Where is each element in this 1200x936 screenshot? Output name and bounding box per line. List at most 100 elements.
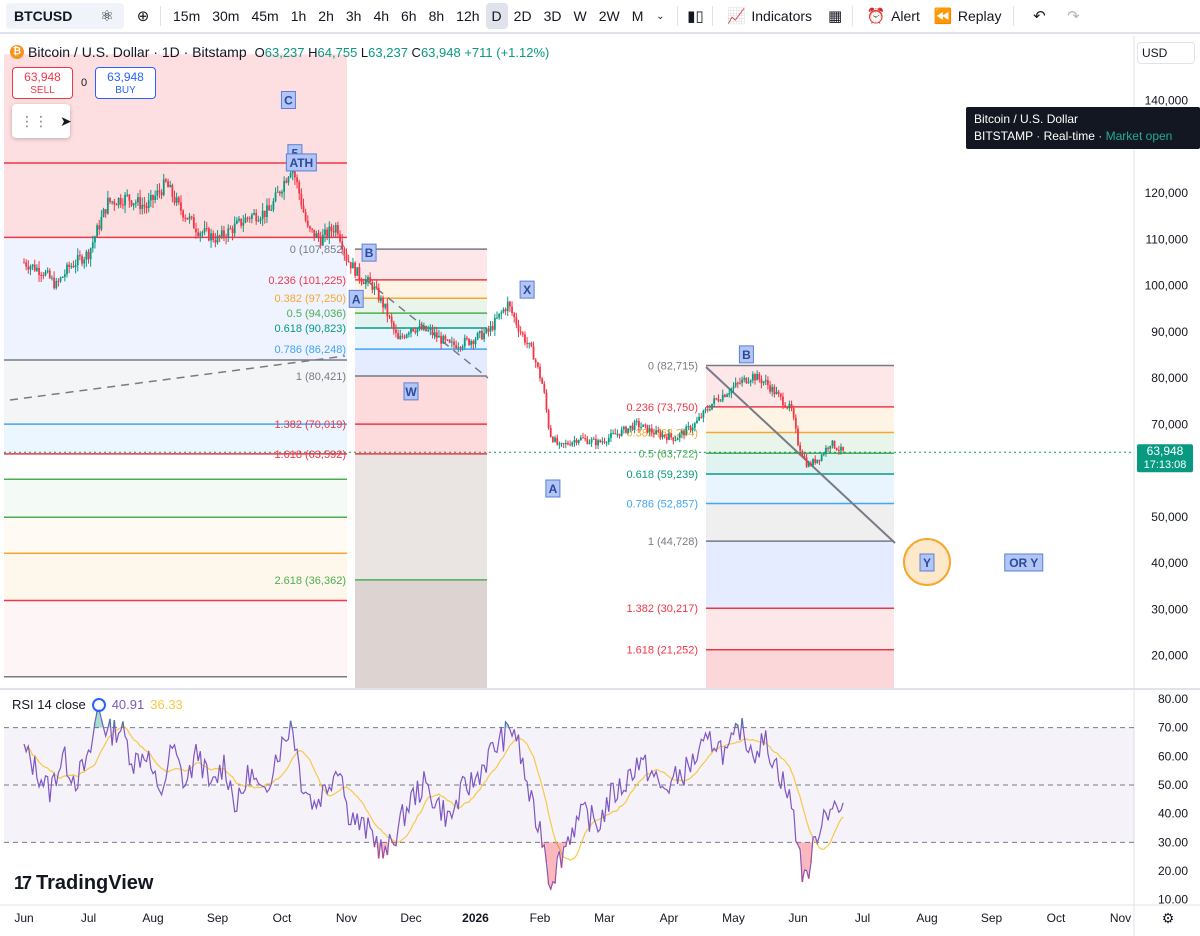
toolbar-divider [1013, 6, 1015, 26]
interval-4h[interactable]: 4h [373, 8, 390, 24]
candle-body [711, 403, 713, 410]
interval-1h[interactable]: 1h [290, 8, 307, 24]
undo-icon[interactable]: ↶ [1033, 8, 1046, 25]
interval-2d[interactable]: 2D [513, 8, 532, 24]
interval-w[interactable]: W [573, 8, 587, 24]
tooltip-mode: Real-time [1043, 129, 1095, 143]
candle-body [388, 316, 391, 318]
candle-body [70, 266, 73, 268]
chevron-down-icon[interactable]: ⌄ [656, 10, 665, 22]
interval-6h[interactable]: 6h [401, 8, 417, 24]
candle-body [818, 459, 821, 461]
interval-45m[interactable]: 45m [251, 8, 279, 24]
candle-body [268, 205, 270, 211]
redo-icon[interactable]: ↷ [1067, 8, 1080, 25]
wave-label-0: C [284, 94, 293, 108]
candle-body [72, 266, 75, 268]
buy-button[interactable]: 63,948 BUY [95, 67, 156, 99]
rsi-band [4, 727, 1134, 843]
candle-body [425, 325, 427, 331]
interval-12h[interactable]: 12h [456, 8, 480, 24]
candle-body [734, 382, 737, 387]
candle-body [184, 217, 187, 219]
candle-body [607, 437, 610, 443]
add-symbol-icon[interactable]: ⊕ [136, 8, 150, 25]
candle-body [564, 442, 567, 445]
candle-body [745, 377, 748, 384]
zone-green [4, 479, 347, 518]
candle-body [182, 210, 184, 218]
candle-body [485, 328, 488, 333]
candle-body [248, 218, 251, 220]
cursor-arrow-icon[interactable]: ➤ [60, 112, 72, 129]
candle-body [812, 459, 814, 466]
refresh-icon[interactable] [91, 697, 106, 712]
candle-body [330, 226, 333, 232]
candle-body [700, 416, 703, 418]
candle-body [23, 262, 25, 264]
candle-body [283, 180, 286, 192]
interval-2w[interactable]: 2W [598, 8, 620, 24]
fib1-label-0.382: 0.382 (97,250) [274, 293, 346, 305]
rsi-tick-label: 40.00 [1158, 807, 1188, 821]
candle-body [167, 181, 169, 188]
candle-body [764, 380, 767, 382]
fib1-zone-bottom [355, 579, 487, 688]
candle-body [810, 463, 812, 466]
top-toolbar: BTCUSD ⚛ ⊕ 15m 30m 45m 1h 2h 3h 4h 6h 8h 12h D 2D 3D… [0, 0, 1200, 34]
candle-body [633, 421, 636, 430]
chart-legend: ₿ Bitcoin / U.S. Dollar · 1D · Bitstamp … [10, 44, 549, 60]
price-chart[interactable]: 0 (107,852) 0.236 (101,225) 0.382 (97,250)… [0, 36, 1200, 936]
candle-body [203, 228, 206, 233]
layout-icon[interactable]: ▦ [827, 8, 843, 25]
candle-body [448, 339, 451, 343]
zone-orange [4, 517, 347, 554]
candle-body [715, 398, 718, 400]
candle-body [117, 197, 120, 206]
candle-body [427, 329, 430, 331]
candle-body [825, 447, 827, 454]
alert-button[interactable]: ⏰ Alert [859, 3, 926, 29]
candle-body [435, 332, 438, 338]
candle-body [66, 264, 68, 275]
candle-body [466, 337, 468, 339]
candle-body [339, 234, 341, 242]
indicators-label: Indicators [751, 8, 813, 24]
candles-icon[interactable]: ▮▯ [687, 8, 704, 25]
candle-body [453, 341, 455, 345]
candle-body [244, 217, 247, 223]
candle-body [300, 193, 303, 206]
interval-30m[interactable]: 30m [212, 8, 240, 24]
time-tick-label: 2026 [462, 911, 489, 925]
interval-3h[interactable]: 3h [345, 8, 362, 24]
candle-body [696, 420, 698, 424]
candle-body [760, 379, 763, 384]
candle-body [149, 195, 152, 201]
interval-d[interactable]: D [485, 3, 508, 29]
candle-body [687, 426, 690, 428]
interval-2h[interactable]: 2h [318, 8, 334, 24]
sell-button[interactable]: 63,948 SELL [12, 67, 73, 99]
interval-3d[interactable]: 3D [543, 8, 562, 24]
replay-button[interactable]: ⏪ Replay [926, 3, 1008, 29]
currency-selector[interactable]: USD [1137, 42, 1195, 64]
interval-15m[interactable]: 15m [173, 8, 201, 24]
indicators-button[interactable]: 📈 Indicators [719, 3, 818, 29]
candle-body [33, 264, 36, 271]
candle-body [569, 444, 571, 446]
symbol-compare-icon[interactable]: ⚛ [100, 8, 114, 25]
candle-body [392, 322, 395, 330]
candle-body [229, 228, 232, 230]
candle-body [657, 430, 660, 433]
price-tick-label: 120,000 [1145, 186, 1189, 200]
interval-m[interactable]: M [631, 8, 644, 24]
candle-body [68, 264, 71, 268]
candle-body [285, 180, 288, 183]
interval-8h[interactable]: 8h [428, 8, 445, 24]
candle-body [519, 331, 522, 333]
fib2-zone-0.5 [706, 453, 894, 475]
price-tick-label: 80,000 [1151, 371, 1188, 385]
drag-handle-icon[interactable]: ⋮⋮ [20, 112, 48, 129]
symbol-search[interactable]: BTCUSD ⚛ [6, 3, 124, 29]
candle-body [407, 332, 410, 335]
